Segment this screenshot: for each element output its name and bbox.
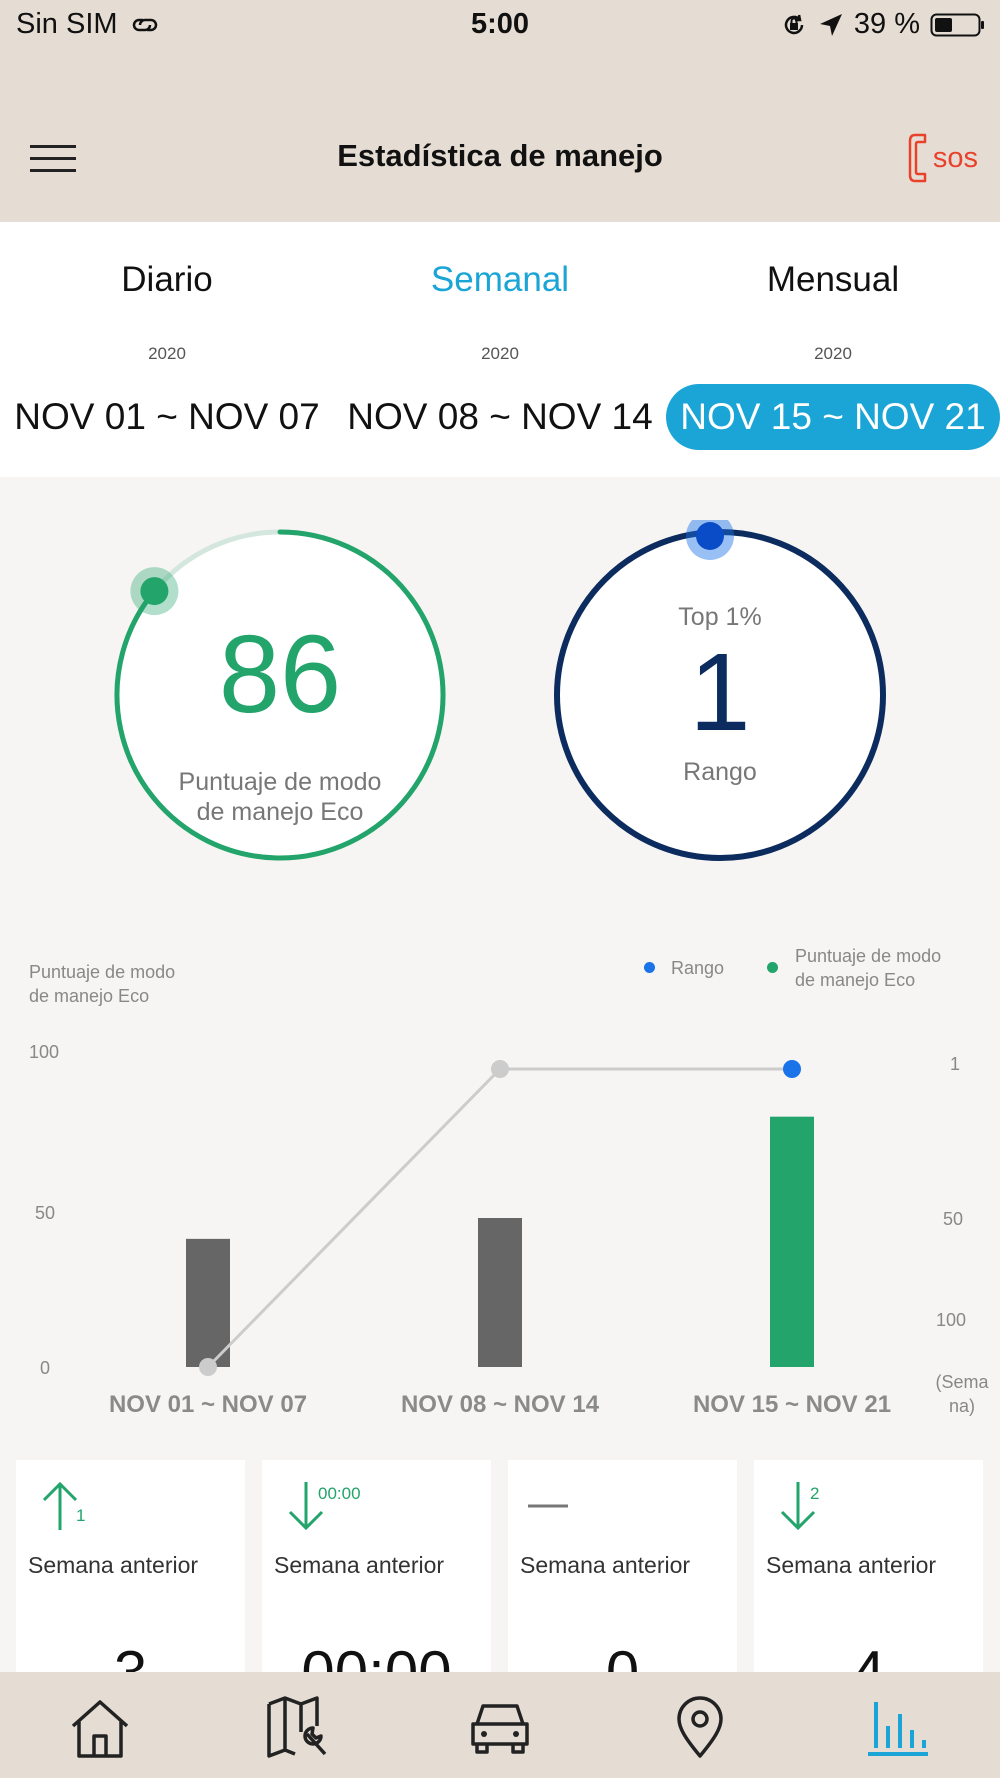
- card-label: Semana anterior: [520, 1552, 691, 1578]
- rank-top-label: Top 1%: [678, 603, 762, 631]
- chart-bar: [186, 1238, 230, 1367]
- card-value: 0: [605, 1639, 640, 1675]
- comparison-card[interactable]: 1 Semana anterior 3: [16, 1460, 245, 1675]
- home-icon[interactable]: [65, 1692, 135, 1762]
- rank-value: 1: [689, 631, 751, 754]
- card-value: 3: [113, 1639, 148, 1675]
- legend-dot-rank: [644, 962, 655, 973]
- dash-icon: [528, 1504, 568, 1508]
- legend-dot-eco: [767, 962, 778, 973]
- right-axis-unit: (Sema na): [935, 1372, 989, 1416]
- rank-point: [199, 1358, 217, 1376]
- location-arrow-icon: [819, 13, 842, 36]
- car-icon[interactable]: [465, 1692, 535, 1762]
- range-year: 2020: [148, 344, 186, 363]
- card-value: 4: [851, 1639, 886, 1675]
- comparison-cards: 1 Semana anterior 3 00:00 Semana anterio…: [16, 1460, 984, 1675]
- status-bar: Sin SIM 5:00 39 %: [0, 0, 1000, 50]
- x-tick-label: NOV 15 ~ NOV 21: [693, 1391, 891, 1418]
- rank-point: [491, 1060, 509, 1078]
- period-selector: Diario Semanal Mensual 2020 2020 2020 NO…: [0, 222, 1000, 477]
- orientation-lock-icon: [784, 14, 804, 34]
- legend-label-rank: Rango: [671, 958, 725, 978]
- legend-label-eco: Puntuaje de modo de manejo Eco: [795, 946, 942, 990]
- battery-icon: [930, 13, 984, 36]
- tab-monthly[interactable]: Mensual: [766, 260, 900, 299]
- app-header: Estadística de manejo sos: [0, 50, 1000, 222]
- chart-bar: [770, 1116, 814, 1367]
- weekly-chart: NOV 01 ~ NOV 07 NOV 08 ~ NOV 14 NOV 15 ~ N…: [109, 1060, 891, 1418]
- sos-label: sos: [932, 141, 978, 174]
- card-label: Semana anterior: [766, 1552, 937, 1578]
- carrier-label: Sin SIM: [16, 8, 118, 40]
- range-year: 2020: [814, 344, 852, 363]
- delta-value: 00:00: [318, 1484, 361, 1503]
- range-item-selected[interactable]: NOV 15 ~ NOV 21: [666, 384, 1000, 450]
- chart-bar: [478, 1218, 522, 1367]
- tab-weekly[interactable]: Semanal: [430, 260, 570, 299]
- arrow-down-icon: [780, 1482, 816, 1531]
- range-year: 2020: [481, 344, 519, 363]
- rank-point: [783, 1060, 801, 1078]
- eco-score-gauge: [114, 529, 446, 861]
- comparison-card[interactable]: Semana anterior 0: [508, 1460, 737, 1675]
- delta-value: 1: [76, 1506, 86, 1525]
- phone-icon: [908, 133, 927, 183]
- hotspot-icon: [132, 18, 157, 31]
- card-label: Semana anterior: [274, 1552, 445, 1578]
- hamburger-menu-icon[interactable]: [30, 145, 76, 175]
- page-title: Estadística de manejo: [337, 138, 663, 173]
- comparison-card[interactable]: 2 Semana anterior 4: [754, 1460, 983, 1675]
- eco-score-label: Puntuaje de modo: [178, 768, 382, 796]
- left-tick-label: 50: [35, 1203, 56, 1223]
- sos-button[interactable]: sos: [907, 132, 978, 184]
- right-tick-label: 100: [936, 1310, 967, 1330]
- arrow-up-icon: [42, 1481, 78, 1530]
- location-pin-icon[interactable]: [665, 1692, 735, 1762]
- map-tools-icon[interactable]: [263, 1692, 333, 1762]
- x-tick-label: NOV 08 ~ NOV 14: [401, 1391, 600, 1418]
- statistics-icon[interactable]: [862, 1692, 932, 1762]
- range-item[interactable]: NOV 01 ~ NOV 07: [14, 396, 320, 437]
- left-tick-label: 0: [40, 1358, 51, 1378]
- rank-label: Rango: [683, 758, 757, 786]
- left-axis-title: Puntuaje de modo de manejo Eco: [29, 962, 176, 1006]
- eco-score-value: 86: [218, 613, 342, 736]
- card-value: 00:00: [301, 1639, 452, 1675]
- left-tick-label: 100: [29, 1042, 60, 1062]
- arrow-down-icon: [288, 1482, 324, 1531]
- rank-gauge: [554, 520, 886, 861]
- range-item[interactable]: NOV 08 ~ NOV 14: [347, 396, 653, 437]
- comparison-card[interactable]: 00:00 Semana anterior 00:00: [262, 1460, 491, 1675]
- right-tick-label: 1: [950, 1054, 961, 1074]
- card-label: Semana anterior: [28, 1552, 199, 1578]
- delta-value: 2: [810, 1484, 820, 1503]
- tab-daily[interactable]: Diario: [121, 260, 213, 299]
- clock: 5:00: [470, 8, 530, 40]
- right-tick-label: 50: [943, 1209, 964, 1229]
- battery-percent: 39 %: [853, 8, 920, 40]
- bottom-nav: [0, 1672, 1000, 1778]
- eco-score-label: de manejo Eco: [196, 798, 364, 826]
- x-tick-label: NOV 01 ~ NOV 07: [109, 1391, 307, 1418]
- rank-knob: [696, 522, 724, 550]
